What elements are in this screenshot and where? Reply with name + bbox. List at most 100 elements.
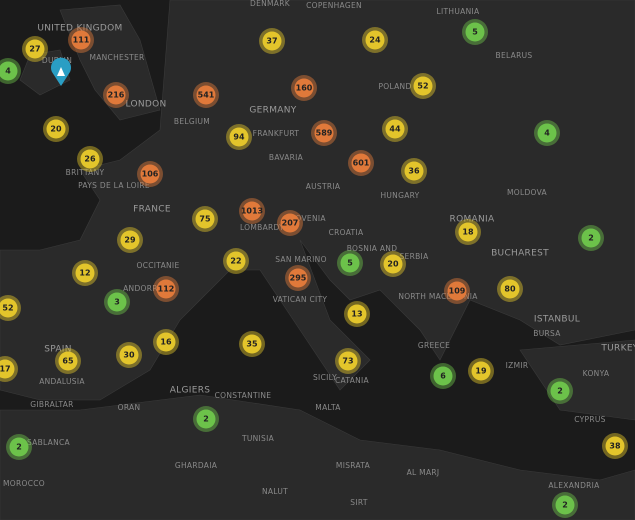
place-label: SICILY [313,373,337,382]
cluster-core [196,409,216,429]
cluster-marker[interactable]: 4 [0,58,21,84]
cluster-marker[interactable]: 37 [259,28,285,54]
place-label: BUCHAREST [491,249,549,259]
cluster-marker[interactable]: 65 [55,348,81,374]
cluster-marker[interactable]: 20 [43,116,69,142]
cluster-marker[interactable]: 24 [362,27,388,53]
place-label: BAVARIA [269,153,304,162]
place-label: GHARDAIA [175,461,218,470]
cluster-core [314,123,334,143]
cluster-marker[interactable]: 73 [335,348,361,374]
place-label: MANCHESTER [89,53,144,62]
cluster-count: 27 [29,45,40,54]
cluster-core [196,85,216,105]
cluster-marker[interactable]: 19 [468,358,494,384]
cluster-marker[interactable]: 112 [153,276,179,302]
cluster-marker[interactable]: 207 [277,210,303,236]
cluster-marker[interactable]: 26 [77,146,103,172]
cluster-core [195,209,215,229]
cluster-count: 65 [62,357,74,366]
place-label: VATICAN CITY [273,295,328,304]
cluster-marker[interactable]: 29 [117,227,143,253]
cluster-marker[interactable]: 38 [602,433,628,459]
cluster-marker[interactable]: 160 [291,75,317,101]
cluster-marker[interactable]: 4 [534,120,560,146]
cluster-marker[interactable]: 216 [103,82,129,108]
cluster-marker[interactable]: 36 [401,158,427,184]
cluster-count: 52 [417,82,428,91]
pin-icon [57,67,65,76]
place-label: SPAIN [44,345,72,355]
cluster-marker[interactable]: 109 [444,278,470,304]
cluster-core [80,149,100,169]
cluster-marker[interactable]: 2 [578,225,604,251]
cluster-marker[interactable]: 1013 [239,198,265,224]
cluster-core [71,30,91,50]
cluster-core [9,437,29,457]
cluster-marker[interactable]: 16 [153,329,179,355]
place-label: COPENHAGEN [306,1,362,10]
cluster-marker[interactable]: 5 [462,19,488,45]
cluster-count: 20 [50,125,62,134]
cluster-count: 19 [475,367,487,376]
place-label: ANDORRA [123,284,163,293]
cluster-marker[interactable]: 52 [0,295,21,321]
cluster-core [458,222,478,242]
location-pin[interactable] [51,57,71,86]
cluster-marker[interactable]: 2 [193,406,219,432]
cluster-marker[interactable]: 589 [311,120,337,146]
cluster-marker[interactable]: 5 [337,250,363,276]
cluster-marker[interactable]: 12 [72,260,98,286]
cluster-core [550,381,570,401]
cluster-marker[interactable]: 44 [382,116,408,142]
cluster-marker[interactable]: 35 [239,331,265,357]
cluster-marker[interactable]: 80 [497,276,523,302]
cluster-marker[interactable]: 106 [137,161,163,187]
cluster-marker[interactable]: 17 [0,356,18,382]
cluster-marker[interactable]: 2 [547,378,573,404]
cluster-count: 75 [199,215,211,224]
place-label: BELGIUM [174,117,210,126]
place-label: KONYA [583,369,610,378]
place-label: SERBIA [400,252,430,261]
cluster-marker[interactable]: 541 [193,82,219,108]
cluster-marker[interactable]: 75 [192,206,218,232]
cluster-marker[interactable]: 295 [285,265,311,291]
cluster-marker[interactable]: 13 [344,301,370,327]
cluster-core [58,351,78,371]
cluster-marker[interactable]: 111 [68,27,94,53]
cluster-count: 37 [266,37,277,46]
cluster-core [447,281,467,301]
cluster-core [242,201,262,221]
cluster-marker[interactable]: 30 [116,342,142,368]
cluster-marker[interactable]: 3 [104,289,130,315]
cluster-marker[interactable]: 18 [455,219,481,245]
cluster-marker[interactable]: 22 [223,248,249,274]
cluster-core [140,164,160,184]
cluster-marker[interactable]: 94 [226,124,252,150]
cluster-marker[interactable]: 20 [380,251,406,277]
cluster-marker[interactable]: 2 [552,492,578,518]
cluster-count: 38 [609,442,621,451]
cluster-core [75,263,95,283]
cluster-marker[interactable]: 52 [410,73,436,99]
cluster-marker[interactable]: 27 [22,36,48,62]
cluster-count: 12 [79,269,90,278]
cluster-count: 1013 [241,207,263,216]
cluster-count: 601 [353,159,370,168]
cluster-core [338,351,358,371]
place-label: SAN MARINO [275,255,327,264]
place-label: PAYS DE LA LOIRE [78,181,150,190]
cluster-core [106,85,126,105]
cluster-marker[interactable]: 2 [6,434,32,460]
cluster-core [365,30,385,50]
place-label: SIRT [350,498,368,507]
cluster-marker[interactable]: 6 [430,363,456,389]
place-label: GERMANY [249,106,296,116]
cluster-marker[interactable]: 601 [348,150,374,176]
cluster-count: 22 [230,257,241,266]
place-label: AUSTRIA [306,182,341,191]
